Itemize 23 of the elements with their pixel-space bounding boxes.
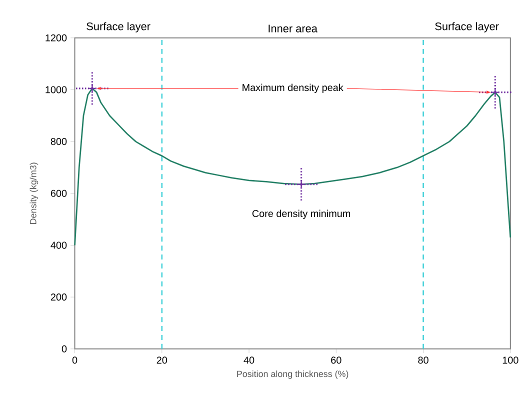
annotation: Maximum density peak [242,84,344,94]
x-tick-label: 60 [331,356,342,364]
y-tick-label: 400 [50,242,67,249]
y-tick-label: 0 [62,346,67,353]
y-tick-label: 1200 [46,34,67,42]
y-tick-label: 800 [50,138,67,146]
x-tick-label: 100 [502,356,518,364]
y-tick-label: 1000 [46,86,67,94]
x-tick-label: 40 [244,356,254,364]
text: Inner area [268,24,318,32]
annotation: Core density minimum [252,210,350,220]
x-axis-title: Position along thickness (%) [237,370,348,379]
point [88,84,96,92]
x-tick-label: 0 [72,356,78,364]
x-tick-label: 20 [156,356,168,364]
text: Surface layer [435,22,499,32]
y-tick-label: 200 [50,294,67,301]
x-tick-label: 80 [418,356,428,364]
y-axis-title: Density (kg/m3) [30,162,38,224]
point [492,88,499,96]
text: Surface layer [86,22,150,32]
point [298,180,305,188]
y-tick-label: 600 [50,190,67,198]
